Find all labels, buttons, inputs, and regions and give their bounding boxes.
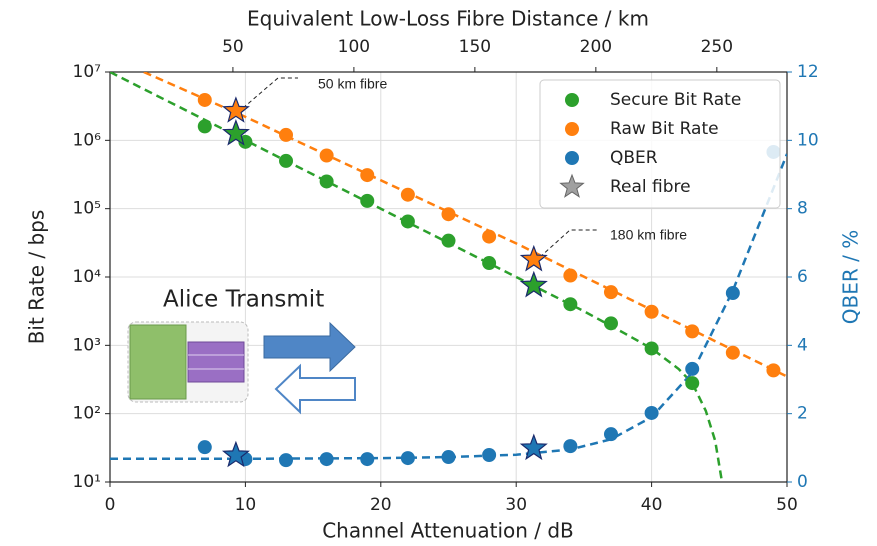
x2-tick-label: 100 (338, 37, 370, 57)
x2-tick-label: 200 (580, 37, 612, 57)
x-tick-label: 0 (105, 495, 116, 515)
star (221, 440, 250, 468)
point (725, 345, 740, 360)
point (644, 341, 659, 356)
x2-tick-label: 250 (701, 37, 733, 57)
x-tick-label: 20 (370, 495, 392, 515)
legend-box (539, 79, 781, 209)
y-tick-label: 10² (73, 404, 101, 424)
y2-tick-label: 2 (797, 404, 808, 424)
y-tick-label: 10⁷ (73, 62, 102, 82)
annotation-line (539, 229, 598, 258)
point (603, 316, 618, 331)
x-tick-label: 10 (235, 495, 257, 515)
x2-tick-label: 150 (459, 37, 491, 57)
star (519, 244, 548, 272)
point (603, 427, 618, 442)
point (685, 361, 700, 376)
point (360, 193, 375, 208)
y2-tick-label: 10 (797, 130, 819, 150)
fit-line (110, 153, 787, 461)
y2-axis-label: QBER / % (839, 230, 863, 324)
point (441, 450, 456, 465)
point (725, 286, 740, 301)
point (319, 174, 334, 189)
point (197, 440, 212, 455)
x2-axis-label: Equivalent Low-Loss Fibre Distance / km (247, 7, 649, 31)
point (400, 451, 415, 466)
plot-area (110, 72, 787, 482)
point (441, 207, 456, 222)
point (563, 439, 578, 454)
annotation: Alice Transmit (163, 287, 324, 313)
point (319, 452, 334, 467)
y-axis-label: Bit Rate / bps (25, 210, 49, 345)
point (360, 168, 375, 183)
y2-tick-label: 4 (797, 335, 808, 355)
x2-tick-label: 50 (222, 37, 244, 57)
point (482, 448, 497, 463)
point (319, 148, 334, 163)
point (685, 324, 700, 339)
y-tick-label: 10⁵ (73, 199, 101, 219)
point (279, 153, 294, 168)
legend-marker (565, 122, 579, 136)
point (644, 405, 659, 420)
point (685, 376, 700, 391)
point (197, 119, 212, 134)
legend-label: Secure Bit Rate (610, 90, 741, 110)
y2-tick-label: 12 (797, 62, 819, 82)
point (400, 187, 415, 202)
y2-tick-label: 6 (797, 267, 808, 287)
y2-tick-label: 8 (797, 199, 808, 219)
star (519, 433, 548, 461)
legend-label: Raw Bit Rate (610, 119, 719, 139)
fit-line (110, 72, 724, 482)
star (221, 118, 250, 146)
legend: Secure Bit Rate Raw Bit Rate QBER Real fibr… (539, 79, 781, 209)
y-tick-label: 10⁶ (73, 130, 102, 150)
inset-image (127, 321, 356, 415)
y-tick-label: 10⁴ (73, 267, 102, 287)
point (197, 92, 212, 107)
legend-marker (565, 151, 579, 165)
point (766, 363, 781, 378)
point (482, 256, 497, 271)
legend-label: QBER (610, 148, 658, 168)
legend-marker (559, 173, 585, 198)
star (519, 270, 548, 298)
x-axis-label: Channel Attenuation / dB (322, 519, 574, 543)
point (482, 229, 497, 244)
point (279, 453, 294, 468)
annotation: 50 km fibre (318, 76, 387, 92)
annotation-line (242, 77, 298, 109)
point (441, 233, 456, 248)
x-tick-label: 50 (776, 495, 798, 515)
y-tick-label: 10¹ (73, 472, 101, 492)
legend-marker (565, 93, 579, 107)
point (563, 268, 578, 283)
point (400, 214, 415, 229)
legend-label: Real fibre (610, 177, 691, 197)
annotation: 180 km fibre (610, 227, 687, 243)
y2-tick-label: 0 (797, 472, 808, 492)
y-tick-label: 10³ (73, 335, 101, 355)
point (279, 127, 294, 142)
x-tick-label: 30 (505, 495, 527, 515)
point (603, 285, 618, 300)
x-tick-label: 40 (641, 495, 663, 515)
point (360, 452, 375, 467)
point (563, 297, 578, 312)
point (644, 304, 659, 319)
star (221, 96, 250, 123)
